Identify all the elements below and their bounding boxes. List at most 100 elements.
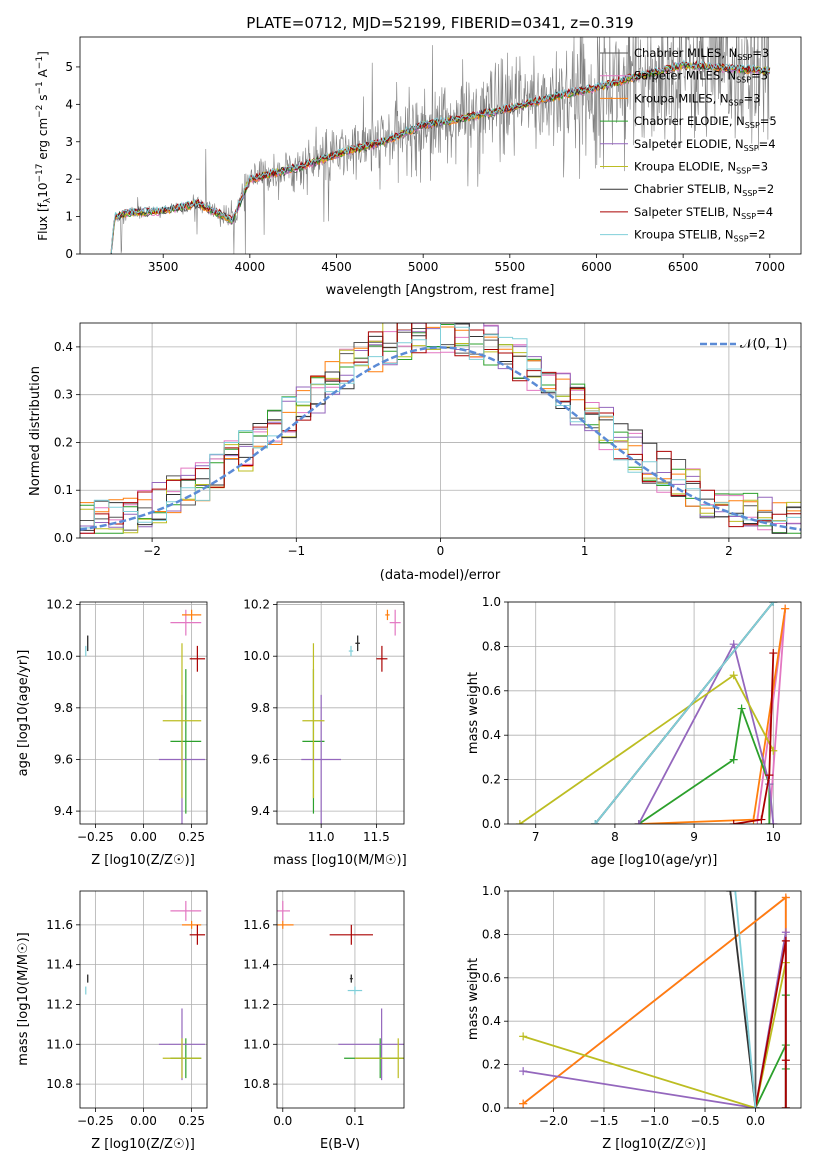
- y-tick-label: 10.2: [243, 598, 270, 612]
- x-tick-label: 11.0: [308, 830, 335, 844]
- x-tick-label: −0.25: [77, 830, 114, 844]
- age-Z-x-label: Z [log10(Z/Z☉)]: [91, 853, 195, 868]
- sfh-marker: [731, 891, 740, 895]
- y-tick-label: 9.8: [251, 701, 270, 715]
- x-tick-label: 11.5: [363, 830, 390, 844]
- x-tick-label: 2: [725, 544, 733, 558]
- x-tick-label: 7000: [755, 260, 786, 274]
- residual-panel: −2 −1 0 1 2 0.0 0.1 0.2 0.3 0.4 𝒩(0, 1) (data-mod…: [28, 322, 802, 583]
- sfh-marker: [634, 820, 643, 824]
- sfh-line: [754, 940, 787, 1108]
- x-tick-label: 10: [766, 830, 781, 844]
- legend-entry: Chabrier MILES, NSSP=3: [634, 46, 769, 62]
- sfh-marker: [729, 640, 738, 649]
- spectrum-panel: 3500 4000 4500 5000 5500 6000 6500 7000 0 1 2 3 4 5 C…: [35, 36, 802, 298]
- x-tick-label: 3500: [148, 260, 179, 274]
- y-tick-label: 5: [65, 60, 73, 74]
- y-tick-label: 0.4: [54, 340, 73, 354]
- y-tick-label: 0.0: [482, 1101, 501, 1115]
- sfh-marker: [781, 1056, 790, 1065]
- x-tick-label: 6500: [668, 260, 699, 274]
- x-tick-label: 5500: [495, 260, 526, 274]
- sfh-line: [594, 602, 775, 824]
- weight-age-x-label: age [log10(age/yr)]: [591, 853, 718, 868]
- x-tick-label: −1.0: [640, 1114, 669, 1128]
- y-tick-label: 2: [65, 172, 73, 186]
- y-tick-label: 0.4: [482, 1014, 501, 1028]
- y-tick-label: 11.2: [46, 997, 73, 1011]
- y-tick-label: 0.2: [54, 435, 73, 449]
- x-tick-label: 6000: [581, 260, 612, 274]
- x-tick-label: 0.25: [178, 830, 205, 844]
- sfh-marker: [519, 1032, 528, 1041]
- sfh-marker: [781, 893, 790, 902]
- sfh-marker: [765, 820, 774, 824]
- sfh-marker: [769, 602, 778, 606]
- x-tick-label: −2: [143, 544, 161, 558]
- sfh-line: [522, 962, 787, 1108]
- y-tick-label: 10.8: [46, 1077, 73, 1091]
- y-tick-label: 1.0: [482, 884, 501, 898]
- axes-frame: [507, 601, 802, 825]
- y-tick-label: 1.0: [482, 595, 501, 609]
- sfh-marker: [726, 891, 735, 895]
- x-tick-label: 5000: [408, 260, 439, 274]
- x-tick-label: 0.00: [130, 830, 157, 844]
- x-tick-label: −1: [287, 544, 305, 558]
- legend-entry: Kroupa ELODIE, NSSP=3: [634, 160, 768, 176]
- axes-frame: [79, 601, 208, 825]
- residual-legend: 𝒩(0, 1): [700, 337, 787, 352]
- weight-vs-Z-panel: −2.0 −1.5 −1.0 −0.5 0.0 0.0 0.2 0.4 0.6 0.8 1.0 Z […: [466, 884, 802, 1152]
- y-tick-label: 11.4: [243, 958, 270, 972]
- x-tick-label: 7: [532, 830, 540, 844]
- y-tick-label: 11.2: [243, 997, 270, 1011]
- sfh-marker: [519, 1067, 528, 1076]
- y-tick-label: 0.0: [54, 531, 73, 545]
- x-tick-label: 0: [437, 544, 445, 558]
- y-tick-label: 3: [65, 135, 73, 149]
- age-Z-y-label: age [log10(age/yr)]: [16, 650, 31, 777]
- mass-vs-ebv-panel: 0.0 0.1 10.8 11.0 11.2 11.4 11.6 E(B-V): [243, 890, 405, 1152]
- sfh-marker: [519, 1099, 528, 1108]
- sfh-line: [733, 653, 775, 824]
- x-tick-label: −0.5: [690, 1114, 719, 1128]
- y-tick-label: 0.8: [482, 927, 501, 941]
- sfh-marker: [769, 649, 778, 658]
- axes-frame: [276, 601, 405, 825]
- x-tick-label: 8: [611, 830, 619, 844]
- age-vs-Z-panel: −0.25 0.00 0.25 9.4 9.6 9.8 10.0 10.2 Z [log10(Z…: [16, 598, 208, 868]
- age-vs-mass-panel: 11.0 11.5 9.4 9.6 9.8 10.0 10.2 mass [log10(M/M…: [243, 598, 406, 868]
- y-tick-label: 0.2: [482, 1058, 501, 1072]
- y-tick-label: 9.6: [54, 752, 73, 766]
- y-tick-label: 0.6: [482, 684, 501, 698]
- weight-age-y-label: mass weight: [466, 672, 481, 754]
- x-tick-label: −2.0: [539, 1114, 568, 1128]
- legend-entry: Kroupa STELIB, NSSP=2: [634, 228, 765, 244]
- x-tick-label: 0.0: [746, 1114, 765, 1128]
- sfh-marker: [765, 780, 774, 789]
- y-tick-label: 0: [65, 247, 73, 261]
- sfh-marker: [781, 1104, 790, 1108]
- y-tick-label: 0.2: [482, 773, 501, 787]
- y-tick-label: 0.0: [482, 817, 501, 831]
- sfh-marker: [737, 704, 746, 713]
- figure-title: PLATE=0712, MJD=52199, FIBERID=0341, z=0…: [246, 14, 633, 32]
- sfh-marker: [781, 936, 790, 945]
- x-tick-label: 0.25: [178, 1114, 205, 1128]
- sfh-marker: [765, 771, 774, 780]
- sfh-marker: [591, 820, 600, 824]
- sfh-marker: [729, 671, 738, 680]
- mass-Z-y-label: mass [log10(M/M☉)]: [16, 932, 31, 1065]
- y-tick-label: 10.0: [46, 649, 73, 663]
- y-tick-label: 1: [65, 210, 73, 224]
- y-tick-label: 11.6: [46, 918, 73, 932]
- x-tick-label: 4500: [321, 260, 352, 274]
- residual-histogram: [80, 323, 801, 534]
- mass-Z-x-label: Z [log10(Z/Z☉)]: [91, 1137, 195, 1152]
- y-tick-label: 0.4: [482, 728, 501, 742]
- y-tick-label: 10.0: [243, 649, 270, 663]
- residual-y-label: Normed distribution: [28, 366, 43, 496]
- y-tick-label: 0.8: [482, 639, 501, 653]
- y-tick-label: 0.1: [54, 483, 73, 497]
